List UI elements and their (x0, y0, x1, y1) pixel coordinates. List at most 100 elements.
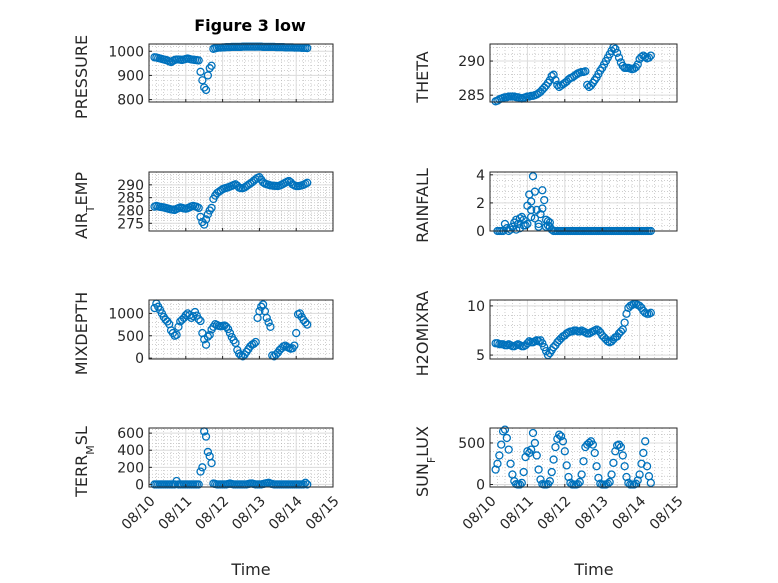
data-point (614, 53, 624, 62)
data-point (222, 322, 231, 331)
data-point (558, 437, 568, 446)
plot-area (149, 428, 333, 487)
data-point (201, 215, 211, 224)
data-point (584, 438, 594, 448)
y-tick-label: 500 (458, 436, 485, 452)
data-markers (150, 427, 312, 489)
axes-box (148, 299, 334, 360)
data-point (641, 437, 650, 446)
data-point (543, 217, 553, 226)
data-point (622, 472, 631, 482)
data-point (566, 478, 575, 487)
data-point (194, 56, 203, 65)
data-point (590, 448, 599, 458)
data-point (523, 447, 532, 456)
data-point (646, 308, 655, 317)
plot-area (149, 44, 333, 102)
y-tick-label: 0 (135, 477, 144, 493)
y-tick-label: 290 (117, 178, 144, 194)
axes-box (148, 427, 334, 488)
data-point (517, 478, 526, 487)
y-axis-label: TERRMSL (72, 426, 97, 498)
data-point (493, 459, 502, 468)
data-point (540, 343, 549, 352)
data-point (194, 315, 203, 324)
data-point (301, 318, 310, 327)
data-point (262, 313, 271, 323)
y-axis-label: PRESSURE (72, 35, 91, 119)
data-point (495, 451, 504, 460)
data-point (641, 52, 650, 62)
data-point (614, 440, 624, 449)
data-point (523, 219, 532, 229)
data-point (519, 221, 528, 230)
y-tick-label: 500 (117, 329, 144, 345)
data-point (194, 203, 203, 213)
y-axis-label: MIXDEPTH (72, 292, 91, 375)
subplot-2: 285 290 THETA (413, 43, 678, 106)
data-point (207, 61, 216, 70)
data-point (646, 478, 655, 487)
data-point (255, 307, 264, 316)
data-point (266, 322, 275, 331)
data-point (528, 428, 538, 438)
data-point (515, 480, 525, 489)
y-axis-label: RAINFALL (413, 168, 432, 243)
data-point (633, 60, 642, 69)
y-tick-label: 10 (467, 299, 485, 315)
axes-box (489, 43, 678, 103)
data-point (223, 324, 233, 334)
axes-box (489, 299, 678, 360)
data-point (594, 473, 603, 483)
y-axis-label: AIRTEMP (72, 172, 97, 239)
y-tick-label: 400 (117, 443, 144, 459)
data-point (583, 80, 592, 90)
data-point (500, 425, 510, 434)
data-point (545, 76, 554, 85)
y-axis-label: H2OMIXRA (413, 291, 432, 377)
data-point (646, 51, 655, 60)
data-point (225, 328, 235, 338)
data-point (150, 303, 159, 313)
data-point (203, 447, 213, 457)
data-point (523, 339, 532, 348)
data-point (515, 214, 525, 223)
data-point (534, 219, 543, 229)
data-point (538, 204, 547, 213)
data-point (201, 432, 211, 441)
data-point (573, 479, 583, 489)
data-point (613, 48, 622, 58)
data-markers (491, 425, 655, 489)
data-point (251, 337, 260, 347)
data-point (504, 445, 513, 454)
data-point (530, 438, 540, 448)
data-point (506, 459, 515, 468)
y-tick-label: 4 (476, 168, 485, 184)
data-point (526, 445, 536, 454)
data-point (491, 465, 500, 474)
data-point (530, 187, 540, 196)
data-point (205, 330, 214, 340)
data-point (299, 480, 308, 489)
data-point (532, 451, 541, 460)
data-point (620, 462, 629, 471)
data-point (553, 80, 562, 90)
data-point (500, 219, 510, 229)
axes-box (489, 171, 678, 232)
data-point (545, 218, 554, 227)
y-tick-label: 0 (476, 224, 485, 240)
data-point (198, 463, 207, 472)
data-point (579, 457, 588, 466)
data-point (292, 328, 301, 338)
data-markers (150, 42, 312, 95)
data-point (198, 76, 207, 85)
y-tick-label: 0 (135, 351, 144, 367)
data-point (562, 461, 571, 470)
y-tick-label: 800 (117, 93, 144, 109)
data-point (528, 172, 538, 181)
data-point (577, 470, 586, 479)
data-point (172, 330, 181, 340)
subplot-4: 0 2 4 RAINFALL (413, 168, 678, 243)
data-point (607, 470, 616, 479)
